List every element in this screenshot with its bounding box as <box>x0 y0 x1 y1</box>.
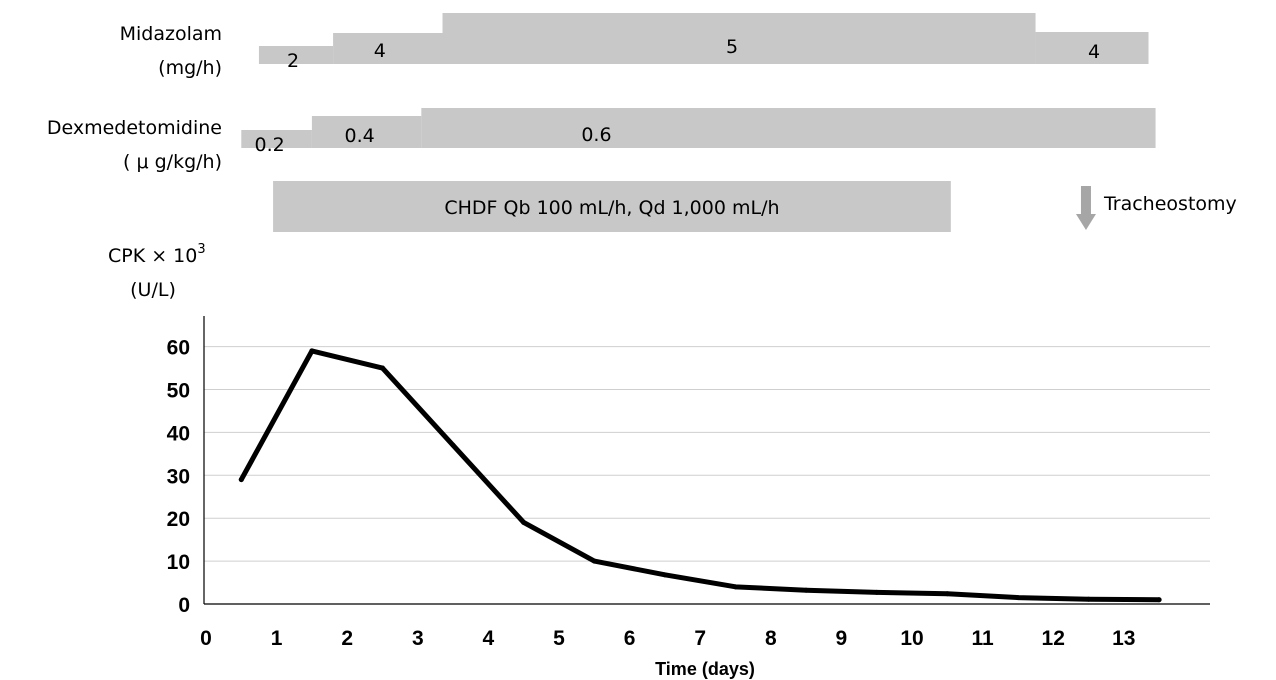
dexmedetomidine-unit: ( μ g/kg/h) <box>123 151 222 173</box>
cpk-data-point <box>238 477 244 483</box>
dexmedetomidine-segment-label: 0.2 <box>254 134 284 156</box>
x-tick-label: 4 <box>483 627 495 650</box>
midazolam-segment-bar <box>442 13 1036 64</box>
cpk-data-point <box>521 519 527 525</box>
cpk-data-point <box>803 587 809 593</box>
dexmedetomidine-segment-bar <box>241 130 312 148</box>
gridlines <box>204 346 1210 562</box>
x-axis-label: Time (days) <box>655 659 755 679</box>
chdf-row: CHDF Qb 100 mL/h, Qd 1,000 mL/h <box>273 181 951 232</box>
cpk-data-point <box>733 584 738 590</box>
dexmedetomidine-bars: 0.2 0.4 0.6 <box>241 108 1156 156</box>
midazolam-bars: 2 4 5 4 <box>258 13 1149 72</box>
x-tick-label: 7 <box>694 627 706 650</box>
x-tick-label: 2 <box>341 627 353 650</box>
y-axis-label: CPK × 103 <box>108 242 206 267</box>
x-tick-label: 0 <box>200 627 212 650</box>
dexmedetomidine-segment-bar <box>421 108 1156 148</box>
midazolam-segment-label: 2 <box>287 50 299 72</box>
cpk-points <box>238 348 1162 603</box>
cpk-data-point <box>591 558 597 564</box>
midazolam-label: Midazolam <box>120 23 222 45</box>
dexmedetomidine-segment-label: 0.6 <box>581 124 611 146</box>
midazolam-segment-label: 4 <box>1088 41 1100 63</box>
chdf-bar <box>273 181 951 232</box>
x-tick-label: 11 <box>971 627 994 650</box>
dexmedetomidine-segment-bar <box>311 116 422 148</box>
tracheostomy-event: Tracheostomy <box>1075 186 1237 230</box>
cpk-series-line <box>238 348 1162 603</box>
tracheostomy-label: Tracheostomy <box>1103 193 1237 215</box>
down-arrow-icon <box>1075 186 1096 230</box>
y-axis-unit: (U/L) <box>130 279 176 301</box>
y-tick-label: 50 <box>167 380 190 403</box>
x-tick-label: 5 <box>553 627 565 650</box>
midazolam-segment-label: 5 <box>726 36 738 58</box>
cpk-data-point <box>309 348 315 354</box>
dexmedetomidine-row: Dexmedetomidine ( μ g/kg/h) 0.2 0.4 0.6 <box>47 108 1156 173</box>
cpk-data-point <box>1015 595 1021 601</box>
cpk-data-point <box>1086 596 1091 602</box>
cpk-data-point <box>944 591 950 597</box>
x-tick-label: 1 <box>271 627 283 650</box>
midazolam-unit: (mg/h) <box>158 57 222 79</box>
y-tick-label: 30 <box>167 465 190 488</box>
cpk-data-point <box>1156 597 1162 603</box>
y-tick-label: 40 <box>167 422 190 445</box>
y-tick-label: 20 <box>167 508 190 531</box>
x-tick-labels: 0 1 2 3 4 5 6 7 8 9 10 11 12 13 <box>200 627 1135 650</box>
y-tick-label: 60 <box>167 337 190 360</box>
cpk-data-point <box>874 589 880 595</box>
x-tick-label: 3 <box>412 627 424 650</box>
midazolam-segment-label: 4 <box>374 40 386 62</box>
midazolam-segment-bar <box>258 46 334 64</box>
y-tick-label: 0 <box>178 594 190 617</box>
x-tick-label: 6 <box>624 627 636 650</box>
y-tick-labels: 0 10 20 30 40 50 60 <box>167 337 190 617</box>
x-tick-label: 12 <box>1042 627 1065 650</box>
midazolam-segment-bar <box>1035 32 1149 64</box>
cpk-data-point <box>380 365 385 371</box>
cpk-data-point <box>662 572 668 578</box>
x-tick-label: 8 <box>765 627 777 650</box>
y-tick-label: 10 <box>167 551 190 574</box>
midazolam-row: Midazolam (mg/h) 2 4 5 4 <box>120 13 1149 79</box>
dexmedetomidine-label: Dexmedetomidine <box>47 117 222 139</box>
chdf-label: CHDF Qb 100 mL/h, Qd 1,000 mL/h <box>444 197 779 219</box>
cpk-data-point <box>450 442 456 448</box>
dexmedetomidine-segment-label: 0.4 <box>345 125 375 147</box>
x-tick-label: 10 <box>900 627 923 650</box>
x-tick-label: 9 <box>836 627 848 650</box>
x-tick-label: 13 <box>1112 627 1135 650</box>
y-axis-label-exponent: 3 <box>197 242 205 257</box>
y-axis-label-main: CPK × 10 <box>108 245 197 267</box>
midazolam-segment-bar <box>333 33 443 64</box>
